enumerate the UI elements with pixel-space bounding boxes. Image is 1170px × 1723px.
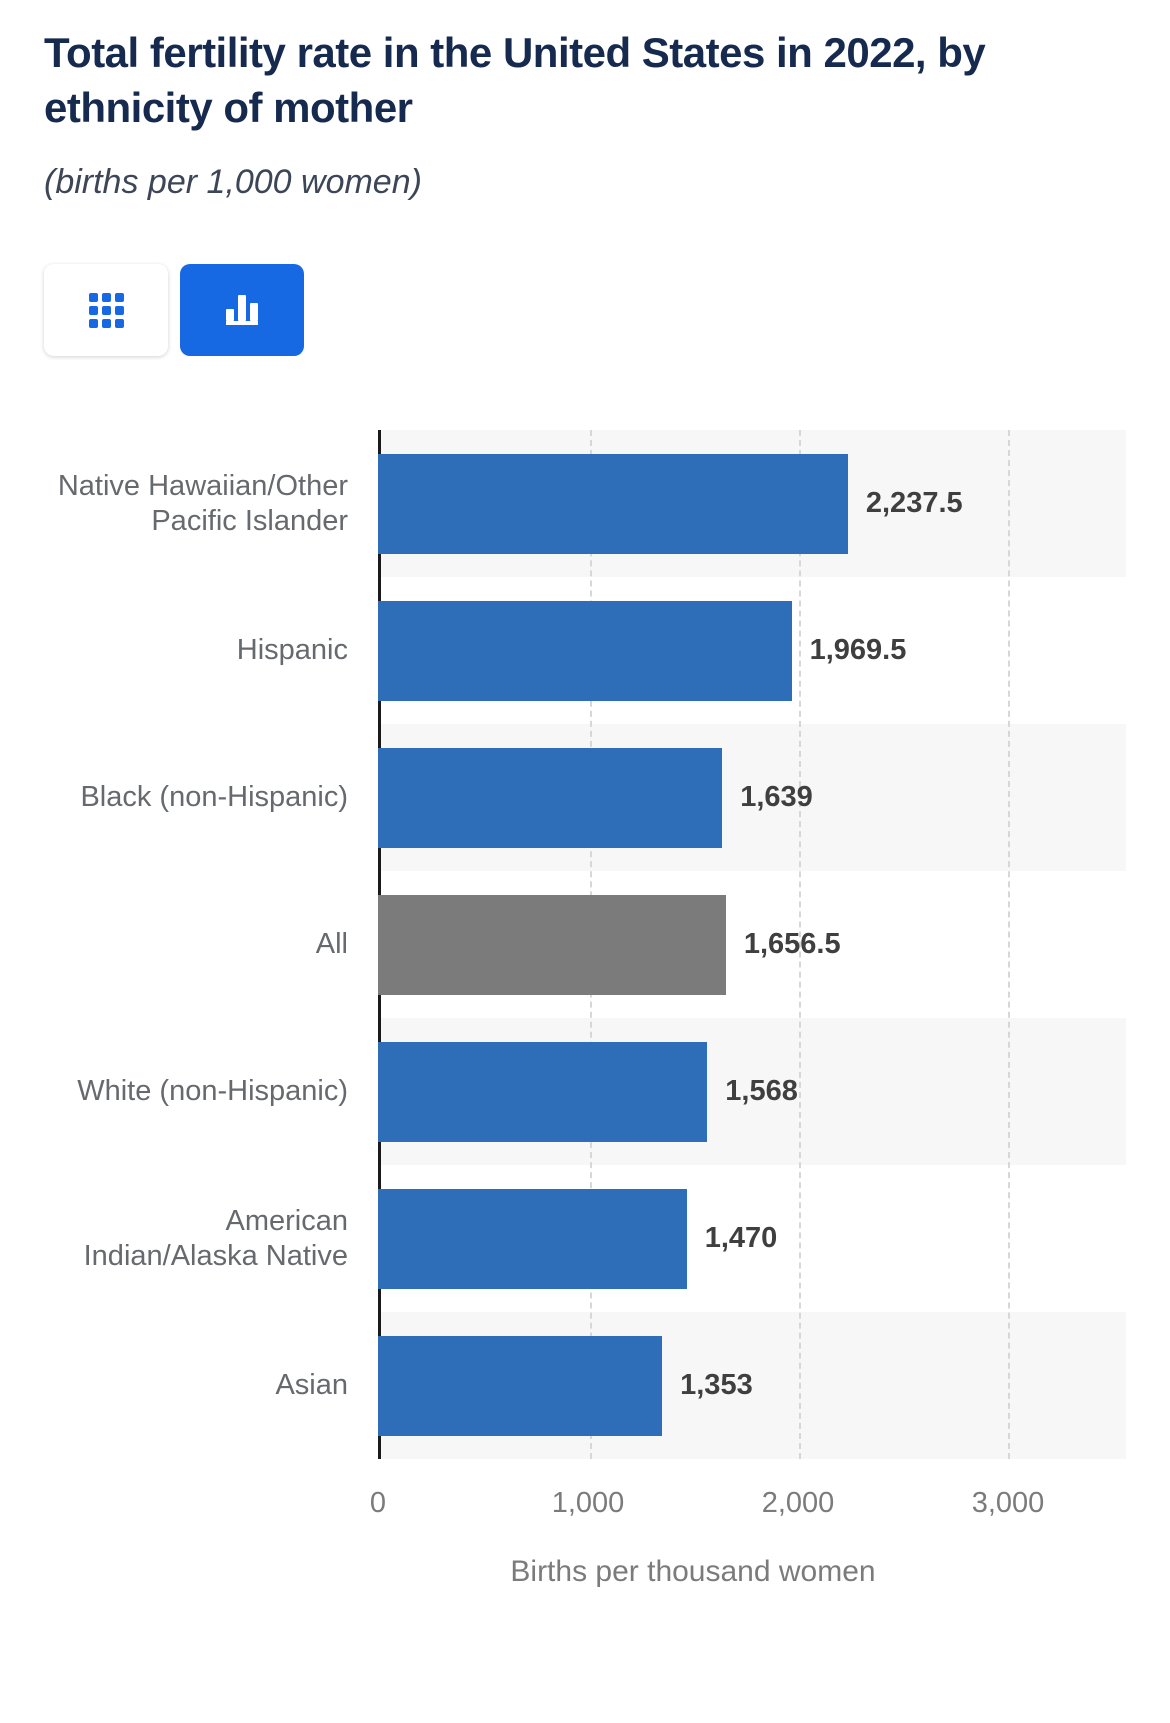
category-label: Hispanic <box>236 634 348 667</box>
category-label: White (non-Hispanic) <box>77 1075 348 1108</box>
value-label: 2,237.5 <box>865 487 963 520</box>
plot-band: 2,237.5 <box>378 430 1126 578</box>
plot-band: 1,353 <box>378 1312 1126 1460</box>
chart-view-button[interactable] <box>180 264 304 357</box>
bar-all[interactable] <box>378 894 726 995</box>
x-tick: 2,000 <box>761 1487 835 1520</box>
chart-row: American Indian/Alaska Native 1,470 <box>44 1165 1126 1312</box>
bar-hispanic[interactable] <box>378 600 792 701</box>
x-axis-ticks: 0 1,000 2,000 3,000 <box>370 1487 1044 1533</box>
bar-chart-icon <box>226 295 258 326</box>
x-axis-label: Births per thousand women <box>510 1555 876 1589</box>
chart-row: All 1,656.5 <box>44 871 1126 1018</box>
value-label: 1,656.5 <box>743 928 841 961</box>
page-title: Total fertility rate in the United State… <box>44 29 986 131</box>
value-label: 1,353 <box>680 1369 753 1402</box>
plot-band: 1,568 <box>378 1018 1126 1166</box>
bar-asian[interactable] <box>378 1335 663 1436</box>
chart-row: White (non-Hispanic) 1,568 <box>44 1018 1126 1166</box>
category-label: Native Hawaiian/Other Pacific Islander <box>57 469 348 537</box>
category-label: Asian <box>275 1369 348 1402</box>
plot-band: 1,969.5 <box>378 577 1126 724</box>
value-label: 1,969.5 <box>809 634 907 667</box>
bar-native-hawaiian[interactable] <box>378 453 848 554</box>
plot-band: 1,470 <box>378 1165 1126 1312</box>
plot-band: 1,639 <box>378 724 1126 872</box>
chart-rows: Native Hawaiian/Other Pacific Islander 2… <box>44 430 1126 1460</box>
bar-american-indian[interactable] <box>378 1188 687 1289</box>
category-label: American Indian/Alaska Native <box>83 1204 348 1272</box>
chart-row: Black (non-Hispanic) 1,639 <box>44 724 1126 872</box>
chart-row: Native Hawaiian/Other Pacific Islander 2… <box>44 430 1126 578</box>
value-label: 1,470 <box>704 1222 778 1255</box>
plot-band: 1,656.5 <box>378 871 1126 1018</box>
chart-row: Hispanic 1,969.5 <box>44 577 1126 724</box>
value-label: 1,639 <box>740 781 813 814</box>
bar-black-non-hispanic[interactable] <box>378 747 723 848</box>
category-label: Black (non-Hispanic) <box>80 781 348 814</box>
value-label: 1,568 <box>725 1075 798 1108</box>
grid-icon <box>88 292 124 328</box>
x-tick: 3,000 <box>971 1487 1045 1520</box>
chart-row: Asian 1,353 <box>44 1312 1126 1460</box>
view-toggle <box>44 264 1126 357</box>
x-tick: 0 <box>369 1487 387 1520</box>
x-tick: 1,000 <box>551 1487 625 1520</box>
category-label: All <box>315 928 348 961</box>
chart-subtitle: (births per 1,000 women) <box>44 163 422 202</box>
table-view-button[interactable] <box>44 264 168 357</box>
bar-chart: Native Hawaiian/Other Pacific Islander 2… <box>44 430 1126 1589</box>
bar-white-non-hispanic[interactable] <box>378 1041 708 1142</box>
